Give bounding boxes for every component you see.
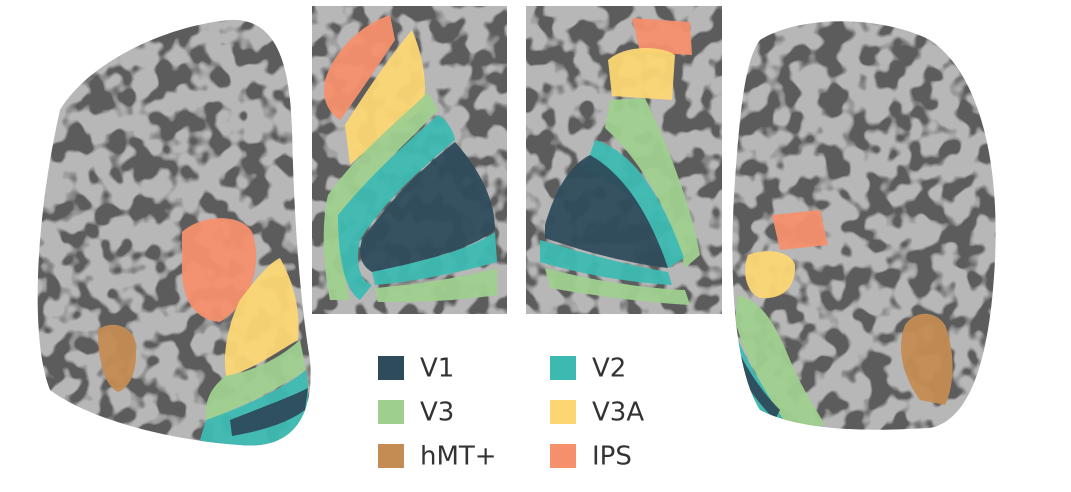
cortex-texture [37,19,311,446]
region-v3a [345,30,425,165]
region-hmt [98,324,137,392]
legend-label: V3A [592,398,644,428]
legend-swatch [378,400,404,424]
legend-label: hMT+ [420,442,497,472]
posterior-view-left [312,6,507,314]
region-v2-lower [372,232,497,285]
region-ips [323,15,395,120]
legend-label: V3 [420,398,454,428]
region-ips [182,218,257,322]
legend-swatch [550,400,576,424]
region-v1 [545,155,668,268]
region-v2-lower [540,240,672,285]
legend-swatch [378,444,404,468]
region-v3a [224,258,299,376]
region-v3-lower [545,268,690,305]
legend-swatch [550,356,576,380]
region-v3 [735,295,825,430]
legend-swatch [378,356,404,380]
region-v3 [323,92,438,300]
legend: V1 V2 V3 V3A hMT+ IPS [378,354,644,472]
legend-label: V2 [592,354,626,384]
left-hemisphere [37,19,311,446]
region-v3-lower [375,268,497,302]
region-v1 [360,142,495,272]
region-hmt [900,313,953,405]
legend-label: V1 [420,354,454,384]
region-v1 [735,350,780,420]
region-ips [772,210,828,250]
region-v2 [338,115,455,300]
legend-label: IPS [592,442,632,472]
region-v3 [605,98,700,268]
region-ips [632,18,692,55]
region-v3a [745,251,796,299]
posterior-view-right [526,6,722,314]
legend-swatch [550,444,576,468]
region-v3 [205,340,306,420]
region-v1 [230,388,308,436]
region-v2 [200,370,309,446]
right-hemisphere [732,21,996,430]
region-v3a [608,48,675,100]
